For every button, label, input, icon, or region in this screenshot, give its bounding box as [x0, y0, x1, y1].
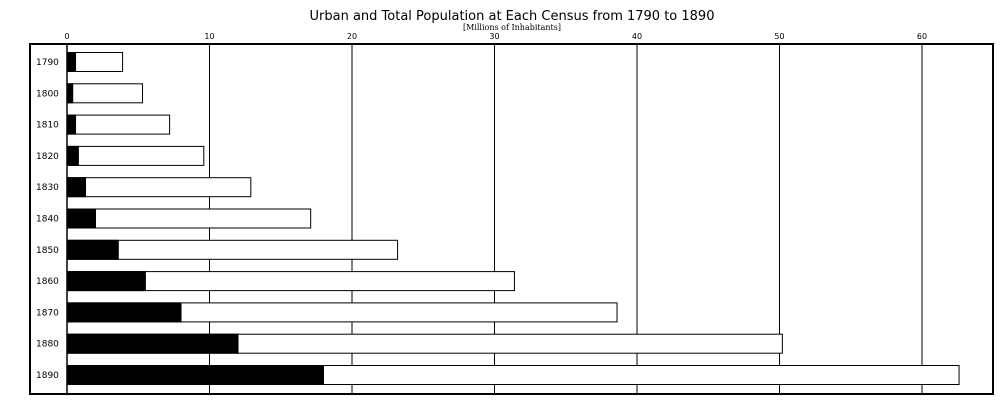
category-label-1870: 1870	[36, 308, 59, 318]
bar-urban-1830	[66, 177, 87, 198]
x-tick-label: 0	[64, 32, 69, 41]
x-tick-label: 40	[632, 32, 642, 41]
x-axis-ticks: 0 10 20 30 40 50 60	[64, 32, 927, 41]
chart-subtitle: [Millions of Inhabitants]	[463, 23, 561, 32]
category-label-1790: 1790	[36, 58, 59, 68]
bar-urban-1800	[66, 83, 74, 104]
bar-total-1840	[66, 208, 312, 229]
y-axis-categories: 1790 1800 1810 1820 1830 1840 1850 1860 1870 1880…	[36, 58, 59, 381]
bar-urban-1880	[66, 333, 239, 354]
x-tick-label: 10	[204, 32, 214, 41]
category-label-1800: 1800	[36, 89, 59, 99]
bar-total-1820	[66, 145, 205, 166]
bar-total-1830	[66, 177, 252, 198]
bar-urban-1790	[66, 52, 77, 72]
category-label-1890: 1890	[36, 371, 59, 381]
bar-urban-1850	[66, 239, 119, 260]
bar-total-1800	[66, 83, 144, 104]
x-tick-label: 60	[917, 32, 927, 41]
bar-urban-1810	[66, 114, 77, 135]
bar-urban-1820	[66, 145, 79, 166]
bar-total-1810	[66, 114, 171, 135]
x-tick-label: 20	[347, 32, 357, 41]
bar-urban-1840	[66, 208, 96, 229]
x-tick-label: 50	[774, 32, 784, 41]
category-label-1830: 1830	[36, 183, 59, 193]
category-label-1850: 1850	[36, 246, 59, 256]
category-label-1880: 1880	[36, 340, 59, 350]
x-tick-label: 30	[489, 32, 499, 41]
bar-urban-1870	[66, 302, 182, 323]
category-label-1860: 1860	[36, 277, 59, 287]
bar-urban-1890	[66, 365, 324, 385]
category-label-1840: 1840	[36, 215, 59, 225]
category-label-1810: 1810	[36, 121, 59, 131]
bars	[66, 52, 960, 385]
category-label-1820: 1820	[36, 152, 59, 162]
chart-title: Urban and Total Population at Each Censu…	[310, 9, 715, 24]
bar-urban-1860	[66, 271, 146, 292]
plot-frame	[29, 43, 994, 395]
